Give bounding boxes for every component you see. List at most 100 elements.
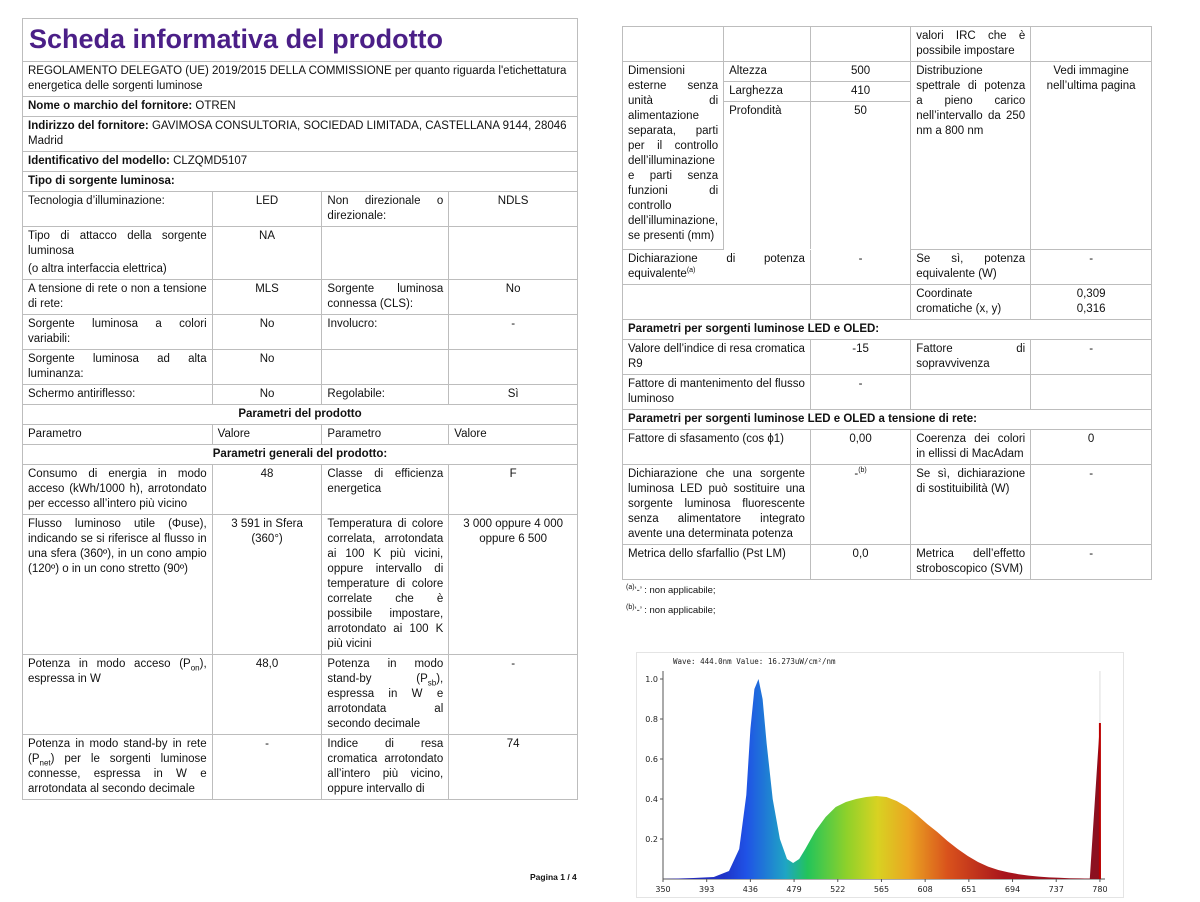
x-tick-label: 522: [830, 885, 845, 894]
color-value: No: [211, 314, 323, 350]
spd-value: Vedi immagine nell’ultima pagina: [1030, 61, 1152, 250]
tech-value: LED: [211, 191, 323, 227]
y-tick-label: 1.0: [645, 675, 658, 684]
spectrum-chart: Wave: 444.0nm Value: 16.273uW/cm²/nm 350…: [636, 652, 1124, 898]
flicker-value: 0,0: [809, 544, 912, 580]
col-header-param: Parametro: [321, 424, 450, 445]
height-label: Altezza: [723, 61, 811, 82]
equiv-yes-label: Se sì, potenza equivalente (W): [910, 249, 1032, 285]
chroma-y: 0,316: [1076, 303, 1106, 315]
col-header-param: Parametro: [22, 424, 213, 445]
model-value: CLZQMD5107: [173, 155, 248, 167]
pnet-label-sub: net: [39, 758, 51, 768]
attacco-label: Tipo di attacco della sorgente luminosa: [28, 230, 207, 257]
col-header-value: Valore: [211, 424, 323, 445]
pon-label-text-2: ), espressa in W: [28, 658, 207, 685]
product-info-table-right: valori IRC che è possibile impostare Dim…: [621, 26, 1152, 580]
supplier-name-label: Nome o marchio del fornitore:: [28, 100, 193, 112]
footnote-a-mark: (a): [626, 583, 635, 591]
dimensions-label: Dimensioni esterne senza unità di alimen…: [621, 61, 725, 250]
maint-label: Fattore di mantenimento del flusso lumin…: [622, 374, 811, 410]
width-value: 410: [809, 81, 912, 102]
width-label: Larghezza: [723, 81, 811, 102]
replace-yes-value: -: [1030, 464, 1152, 545]
height-value: 500: [809, 61, 912, 82]
chart-title: Wave: 444.0nm Value: 16.273uW/cm²/nm: [673, 657, 836, 666]
psb-label-text: Potenza in modo stand-by (P: [327, 658, 444, 685]
tech-label: Tecnologia d’illuminazione:: [22, 191, 213, 227]
replace-value-text: -: [854, 468, 859, 480]
cct-label: Temperatura di colore correlata, arroton…: [321, 514, 450, 655]
spd-label: Distribuzione spettrale di potenza a pie…: [910, 61, 1032, 250]
cri-label: Indice di resa cromatica arrotondato all…: [321, 734, 450, 800]
footnote-b: (b)‘-’ : non applicabile;: [626, 604, 1152, 618]
cct-value: 3 000 oppure 4 000 oppure 6 500: [448, 514, 578, 655]
product-info-table-left: Scheda informativa del prodotto REGOLAME…: [22, 18, 578, 800]
right-page: valori IRC che è possibile impostare Dim…: [621, 26, 1152, 624]
footnote-b-mark: (b): [626, 603, 635, 611]
flux-value: 3 591 in Sfera (360°): [211, 514, 323, 655]
supplier-address-row: Indirizzo del fornitore: GAVIMOSA CONSUL…: [22, 116, 578, 152]
strobo-label: Metrica dell’effetto stroboscopico (SVM): [910, 544, 1032, 580]
chroma-x: 0,309: [1076, 288, 1106, 300]
r9-value: -15: [809, 339, 912, 375]
psb-label-text-2: ), espressa in W e arrotondata al second…: [327, 673, 444, 730]
involucro-label: Involucro:: [321, 314, 450, 350]
equiv-sup: (a): [686, 267, 696, 275]
y-tick-label: 0.4: [645, 795, 658, 804]
energy-label: Consumo di energia in modo acceso (kWh/1…: [22, 464, 213, 515]
empty-cell: [809, 26, 912, 62]
regulation-text: REGOLAMENTO DELEGATO (UE) 2019/2015 DELL…: [22, 61, 578, 97]
x-tick-label: 780: [1092, 885, 1107, 894]
page-number: Pagina 1 / 4: [530, 872, 577, 882]
empty-cell: [448, 226, 578, 280]
nondir-value: NDLS: [448, 191, 578, 227]
flux-label: Flusso luminoso utile (Φuse), indicando …: [22, 514, 213, 655]
macadam-label: Coerenza dei colori in ellissi di MacAda…: [910, 429, 1032, 465]
x-tick-label: 694: [1005, 885, 1020, 894]
empty-cell: [809, 284, 912, 320]
empty-cell: [1030, 26, 1152, 62]
spectrum-area: [663, 679, 1101, 879]
macadam-value: 0: [1030, 429, 1152, 465]
x-tick-label: 608: [918, 885, 933, 894]
class-label: Classe di efficienza energetica: [321, 464, 450, 515]
chroma-label: Coordinate cromatiche (x, y): [910, 284, 1032, 320]
pon-label-text: Potenza in modo acceso (P: [28, 658, 191, 670]
psb-label-sub: sb: [427, 678, 437, 688]
mains-label: A tensione di rete o non a tensione di r…: [22, 279, 213, 315]
pnet-label-text: Potenza in modo stand-by in rete (P: [28, 738, 207, 765]
empty-cell: [321, 349, 450, 385]
x-tick-label: 436: [743, 885, 758, 894]
x-tick-label: 651: [961, 885, 976, 894]
empty-cell: [321, 226, 450, 280]
depth-value: 50: [809, 101, 912, 250]
irc-cont-label: valori IRC che è possibile impostare: [910, 26, 1032, 62]
highlum-label: Sorgente luminosa ad alta luminanza:: [22, 349, 213, 385]
pon-value: 48,0: [211, 654, 323, 735]
empty-cell: [723, 26, 811, 62]
pnet-value: -: [211, 734, 323, 800]
nondir-label: Non direzionale o direzionale:: [321, 191, 450, 227]
source-type-header: Tipo di sorgente luminosa:: [22, 171, 578, 192]
attacco-label-2: (o altra interfaccia elettrica): [28, 263, 167, 275]
depth-label: Profondità: [723, 101, 811, 250]
empty-cell: [622, 284, 811, 320]
footnote-a: (a)‘-’ : non applicabile;: [626, 584, 1152, 598]
cosphi-value: 0,00: [809, 429, 912, 465]
model-row: Identificativo del modello: CLZQMD5107: [22, 151, 578, 172]
mains-value: MLS: [211, 279, 323, 315]
mains-led-params-header: Parametri per sorgenti luminose LED e OL…: [622, 409, 1152, 430]
cosphi-label: Fattore di sfasamento (cos ϕ1): [622, 429, 811, 465]
general-params-header: Parametri generali del prodotto:: [22, 444, 578, 465]
y-tick-label: 0.6: [645, 755, 658, 764]
color-label: Sorgente luminosa a colori variabili:: [22, 314, 213, 350]
footnotes: (a)‘-’ : non applicabile; (b)‘-’ : non a…: [622, 584, 1152, 618]
equiv-yes-value: -: [1030, 249, 1152, 285]
cri-value: 74: [448, 734, 578, 800]
page-title: Scheda informativa del prodotto: [22, 18, 578, 62]
pon-label: Potenza in modo acceso (Pon), espressa i…: [22, 654, 213, 735]
x-tick-label: 479: [786, 885, 801, 894]
highlum-value: No: [211, 349, 323, 385]
replace-yes-label: Se sì, dichiarazione di sostituibilità (…: [910, 464, 1032, 545]
